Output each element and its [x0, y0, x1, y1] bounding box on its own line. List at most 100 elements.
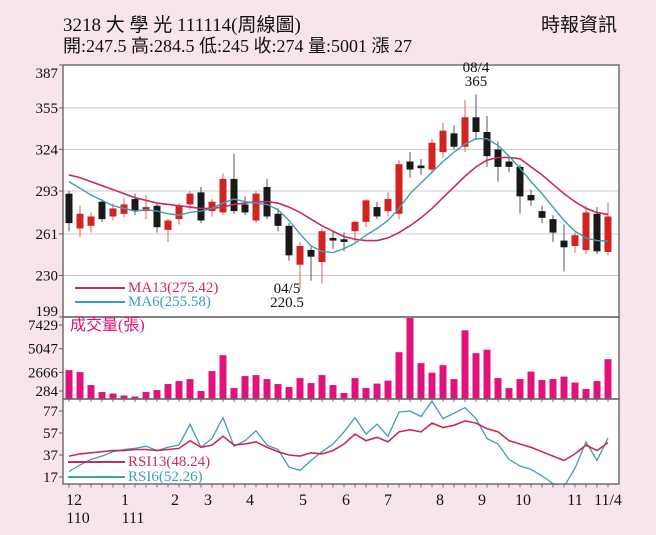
rsi-axis-label: 37: [43, 448, 59, 464]
volume-bar: [219, 355, 227, 399]
candle-body: [461, 117, 469, 147]
candle-body: [593, 213, 601, 252]
x-axis-label: 1: [121, 492, 129, 509]
candle-body: [197, 192, 205, 221]
price-axis-label: 230: [36, 268, 59, 284]
legend-ma6-label: MA6(255.58): [128, 294, 211, 310]
volume-bar: [274, 384, 282, 399]
ma13-line-swatch: [75, 287, 125, 289]
candle-body: [538, 211, 546, 218]
candle-body: [241, 204, 249, 213]
candle-body: [571, 235, 579, 246]
volume-bar: [604, 359, 612, 399]
ohlc-summary: 開:247.5 高:284.5 低:245 收:274 量:5001 漲 27: [63, 36, 413, 56]
volume-bar: [450, 379, 458, 399]
candle-body: [505, 161, 513, 167]
volume-bar: [461, 330, 469, 399]
ma6-line-swatch: [75, 301, 125, 303]
rsi-pane-bg: [63, 399, 619, 484]
volume-bar: [373, 383, 381, 399]
ma6-line: [68, 138, 609, 254]
volume-bar: [296, 378, 304, 399]
rsi6-line-swatch: [68, 476, 125, 478]
volume-bar: [307, 383, 315, 399]
x-axis-label: 8: [436, 492, 444, 509]
candle-body: [296, 245, 304, 265]
candle-body: [318, 231, 326, 263]
candle-body: [175, 205, 183, 220]
candle-body: [208, 201, 216, 212]
volume-bar: [428, 372, 436, 399]
rsi-axis-label: 57: [43, 426, 59, 442]
volume-axis-label: 5047: [28, 342, 59, 358]
rsi-axis-label: 77: [43, 404, 59, 420]
x-axis-label: 7: [384, 492, 392, 509]
ma13-line: [68, 156, 609, 242]
x-axis-year-label: 111: [122, 510, 145, 527]
volume-bar: [252, 375, 260, 399]
annotation-low-date: 04/5: [273, 281, 301, 297]
volume-bar: [285, 387, 293, 399]
annotation-period-low: 04/5 220.5: [247, 281, 327, 311]
volume-bar: [263, 379, 271, 399]
volume-bar: [362, 388, 370, 399]
x-axis-label: 9: [478, 492, 486, 509]
price-axis-label: 387: [36, 66, 59, 82]
chart-title: 3218 大 學 光 111114(周線圖): [63, 15, 301, 36]
volume-bar: [241, 376, 249, 399]
candle-body: [274, 213, 282, 226]
candle-body: [131, 199, 139, 212]
annotation-high-date: 08/4: [462, 60, 490, 76]
candle-body: [230, 178, 238, 212]
volume-bar: [208, 371, 216, 399]
volume-bar: [98, 392, 106, 399]
volume-bar: [472, 353, 480, 399]
price-axis-label: 199: [36, 304, 59, 320]
x-axis-label: 11: [567, 492, 582, 509]
candle-body: [406, 161, 414, 170]
candle-body: [164, 220, 172, 230]
candle-body: [285, 225, 293, 256]
x-axis-label: 3: [204, 492, 212, 509]
volume-bar: [560, 376, 568, 399]
volume-series: [65, 318, 612, 399]
x-axis-label: 10: [515, 492, 531, 509]
x-axis-label: 6: [342, 492, 350, 509]
volume-bar: [329, 385, 337, 399]
legend-rsi13: RSI13(48.24): [68, 455, 210, 470]
candle-body: [153, 205, 161, 228]
chart-header: 3218 大 學 光 111114(周線圖) 時報資訊: [63, 10, 619, 37]
volume-bar: [65, 370, 73, 399]
candle-body: [384, 199, 392, 212]
candle-body: [351, 221, 359, 232]
candlestick-series: [65, 94, 612, 289]
volume-bar: [516, 379, 524, 399]
volume-bar: [494, 378, 502, 399]
candle-body: [252, 193, 260, 221]
legend-ma13: MA13(275.42): [75, 281, 218, 296]
candle-body: [582, 212, 590, 250]
annotation-low-price: 220.5: [270, 295, 304, 311]
data-source-label: 時報資訊: [540, 15, 617, 36]
legend-rsi6-label: RSI6(52.26): [128, 469, 203, 485]
volume-bar: [87, 385, 95, 399]
volume-bar: [417, 363, 425, 399]
candle-body: [362, 200, 370, 222]
volume-bar: [571, 382, 579, 399]
volume-bar: [582, 389, 590, 399]
volume-bar: [483, 349, 491, 399]
candle-body: [98, 201, 106, 220]
rsi13-line-swatch: [68, 461, 125, 463]
volume-bar: [549, 379, 557, 399]
annotation-period-high: 08/4 365: [436, 60, 516, 90]
volume-bar: [197, 391, 205, 399]
candle-body: [307, 249, 315, 257]
candle-body: [560, 240, 568, 248]
candle-body: [87, 216, 95, 226]
candle-body: [219, 178, 227, 213]
volume-bar: [351, 378, 359, 399]
volume-bar: [439, 365, 447, 399]
volume-bar: [142, 392, 150, 399]
